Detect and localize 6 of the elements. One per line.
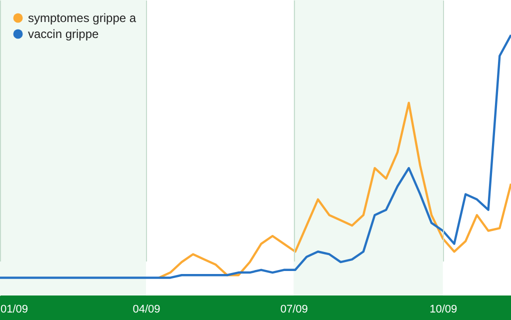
x-tick-label: 10/09: [430, 304, 458, 316]
legend-label: symptomes grippe a: [28, 11, 136, 25]
legend-label: vaccin grippe: [28, 27, 100, 41]
x-tick-label: 01/09: [0, 304, 28, 316]
x-tick-label: 04/09: [132, 304, 160, 316]
x-tick-label: 07/09: [280, 304, 308, 316]
